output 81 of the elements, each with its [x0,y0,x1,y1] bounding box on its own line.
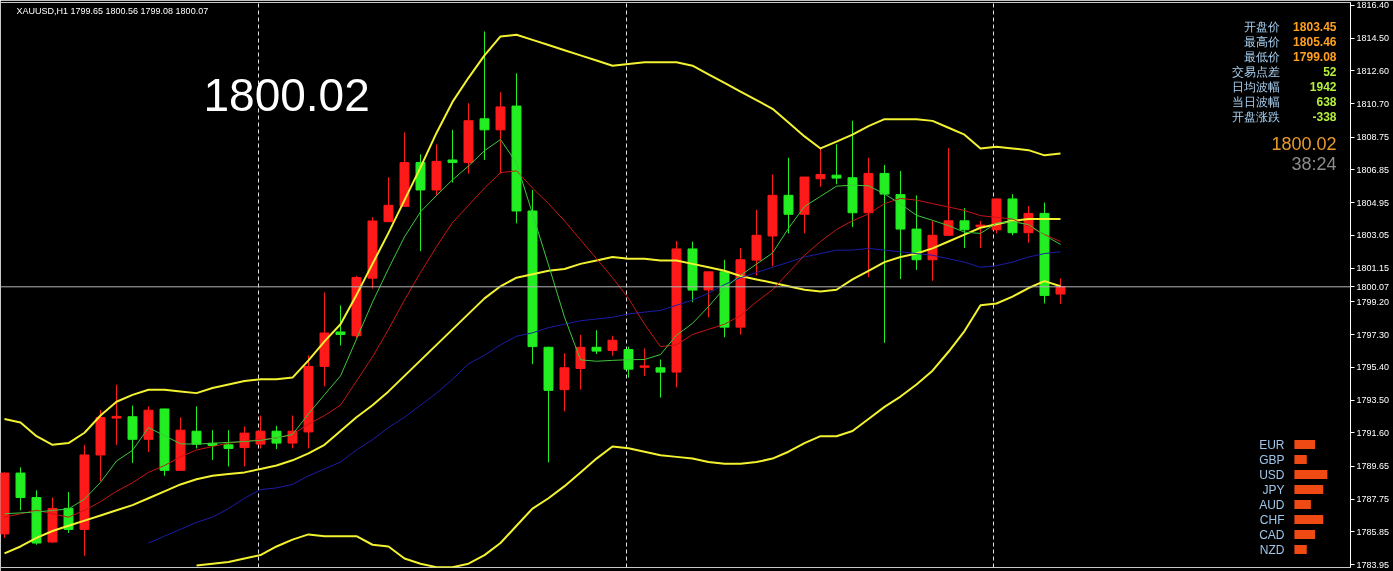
text: 当日波幅 [1231,94,1280,109]
y-tick-label: 1783.95 [1356,559,1390,570]
y-tick-label: NZD [1259,542,1285,557]
y-tick-label: JPY [1262,482,1285,497]
y-tick-label: 1789.65 [1356,461,1390,472]
candlestick [639,348,650,377]
y-tick-label: 1795.40 [1356,362,1390,373]
text: 1803.45 [1293,20,1337,34]
y-tick-label: 1791.60 [1356,427,1390,438]
text: 开盘涨跌 [1231,109,1280,124]
candlestick [943,147,954,236]
candlestick [623,346,634,379]
candlestick [591,329,602,355]
y-tick-label: 1810.70 [1356,98,1390,109]
text: 38:24 [1291,153,1337,174]
y-tick-label: 1816.40 [1356,0,1390,11]
y-tick-label: 1785.85 [1356,526,1390,537]
y-tick-label: EUR [1259,437,1285,452]
candlestick [335,304,346,346]
candlestick [559,352,570,412]
candlestick [815,148,826,188]
y-tick-label: 1814.50 [1356,33,1390,44]
text: 1942 [1309,80,1337,94]
text: 638 [1316,95,1337,109]
text: 1805.46 [1293,35,1337,49]
y-tick-label: GBP [1259,452,1285,467]
y-tick-label: 1803.05 [1356,230,1390,241]
candlestick [479,30,490,161]
y-tick-label: 1806.85 [1356,164,1390,175]
candlestick [383,176,394,223]
text: 开盘价 [1243,19,1280,34]
candlestick [783,157,794,234]
y-tick-label: 1804.95 [1356,197,1390,208]
bar [1294,485,1324,495]
text: 1800.02 [1271,134,1337,154]
y-tick-label: USD [1259,467,1285,482]
y-tick-label: 1797.30 [1356,329,1390,340]
bar [1294,500,1311,510]
y-tick-label: 1793.50 [1356,395,1390,406]
candlestick [191,405,202,449]
bar [1294,455,1307,465]
candlestick [111,384,122,446]
candlestick [495,91,506,175]
text: 最高价 [1243,34,1280,49]
text: 最低价 [1243,49,1280,64]
candlestick [607,335,618,357]
line-series [3,33,1062,446]
text: 日均波幅 [1231,79,1280,94]
text: 交易点差 [1231,64,1280,79]
candlestick [575,334,586,391]
chart-title: XAUUSD,H1 1799.65 1800.56 1799.08 1800.07 [16,5,209,16]
text: 1799.08 [1293,50,1337,64]
y-tick-label: 1812.60 [1356,65,1390,76]
y-tick-label: 1808.75 [1356,132,1390,143]
annotation: 1800.02 [203,68,370,121]
y-tick-label: CAD [1259,527,1285,542]
y-tick-label: CHF [1259,512,1285,527]
text: 52 [1323,65,1337,79]
y-tick-label: 1799.20 [1356,296,1390,307]
bar [1294,470,1328,480]
ref-line-label: 1800.07 [1356,281,1390,292]
y-tick-label: AUD [1259,497,1285,512]
candlestick [879,164,890,344]
bar [1294,515,1324,524]
candlestick [127,405,138,464]
y-tick-label: 1787.75 [1356,494,1390,505]
candlestick [703,271,714,318]
line-series [148,247,1061,544]
bar [1294,545,1307,554]
candlestick [447,129,458,184]
y-tick-label: 1801.15 [1356,263,1390,274]
candlestick [975,220,986,249]
candlestick [655,359,666,399]
candlestick [239,425,250,468]
text: -338 [1312,110,1337,124]
candlestick [1055,277,1066,305]
candlestick [959,207,970,249]
bar [1294,530,1316,539]
bar [1294,440,1316,450]
candlestick [831,143,842,185]
candlestick [223,429,234,468]
